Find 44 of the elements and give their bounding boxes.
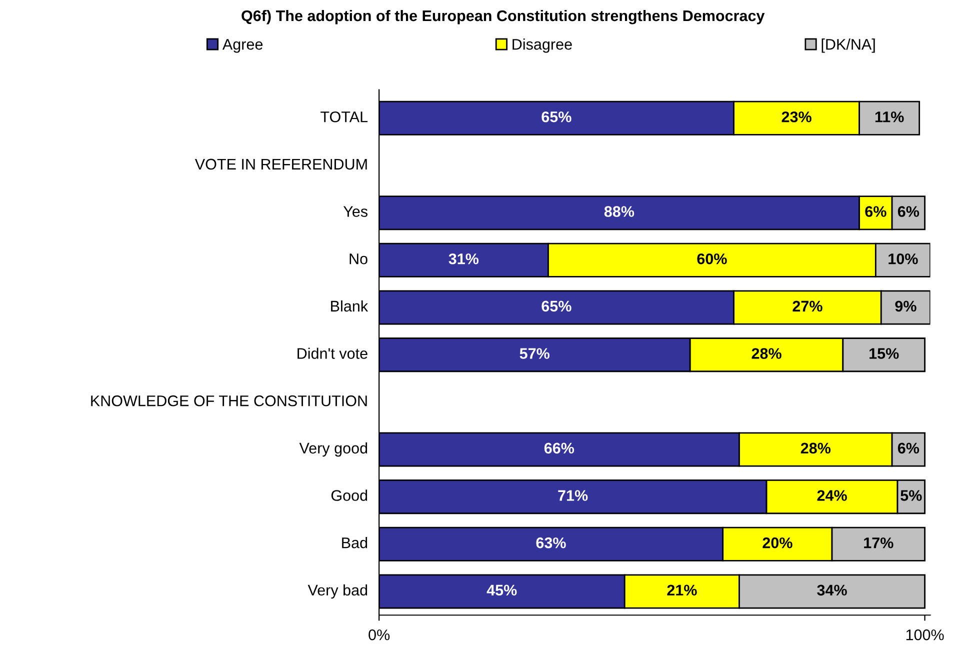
y-tick-label: Yes: [343, 206, 368, 217]
y-tick-label: Very good: [299, 442, 368, 457]
data-label: 21%: [667, 584, 697, 596]
legend-label: Agree: [222, 39, 263, 53]
data-label: 34%: [817, 584, 847, 596]
y-tick-label: KNOWLEDGE OF THE CONSTITUTION: [91, 395, 367, 406]
data-label: 63%: [536, 537, 566, 548]
data-label: 27%: [792, 300, 822, 312]
data-label: 6%: [898, 206, 920, 217]
data-label: 20%: [762, 537, 792, 548]
legend-label: [DK/NA]: [822, 38, 875, 53]
data-label: 71%: [558, 490, 588, 501]
data-label: 10%: [888, 253, 918, 264]
data-label: 28%: [800, 442, 831, 454]
data-label: 31%: [448, 253, 479, 264]
x-tick-label: 0%: [368, 629, 390, 640]
data-label: 6%: [865, 206, 886, 217]
data-label: 6%: [898, 442, 920, 454]
data-label: 28%: [752, 348, 782, 359]
y-tick-label: No: [350, 254, 368, 264]
data-label: 65%: [542, 111, 572, 122]
data-label: 88%: [604, 206, 634, 217]
y-tick-label: Bad: [342, 537, 368, 548]
data-label: 45%: [486, 584, 517, 596]
y-tick-label: Very bad: [308, 584, 368, 599]
data-label: 9%: [895, 300, 916, 312]
y-tick-label: TOTAL: [320, 111, 368, 122]
data-label: 11%: [875, 111, 904, 122]
data-label: 65%: [542, 300, 572, 312]
data-label: 24%: [817, 490, 847, 501]
data-label: 5%: [900, 490, 922, 501]
y-tick-label: Good: [331, 490, 368, 501]
data-label: 23%: [782, 111, 812, 122]
x-tick-label: 100%: [906, 629, 944, 640]
data-label: 15%: [870, 348, 899, 359]
legend-label: Disagree: [512, 38, 572, 53]
data-label: 57%: [520, 348, 550, 359]
y-tick-label: Blank: [331, 300, 368, 312]
chart-title: Q6f) The adoption of the European Constitution strengthens Democracy: [242, 10, 765, 24]
data-label: 60%: [697, 253, 727, 264]
y-tick-label: VOTE IN REFERENDUM: [194, 158, 367, 170]
data-label: 17%: [864, 537, 894, 548]
data-label: 66%: [544, 442, 574, 454]
y-tick-label: Didn't vote: [298, 348, 368, 359]
